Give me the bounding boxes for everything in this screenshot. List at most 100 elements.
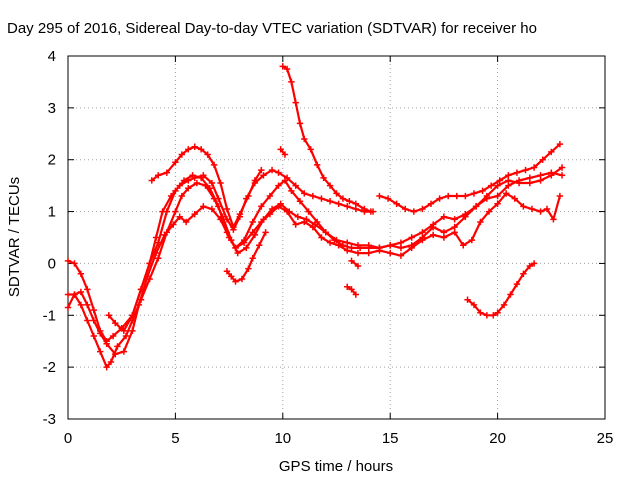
chart-title: Day 295 of 2016, Sidereal Day-to-day VTE… [7, 20, 537, 37]
series-trace [350, 259, 360, 268]
y-tick-label: 1 [48, 204, 56, 221]
data-point [393, 200, 400, 207]
data-point [275, 182, 282, 189]
data-point [335, 200, 342, 207]
data-point [427, 200, 435, 207]
data-point [356, 244, 364, 252]
data-point [283, 65, 291, 73]
data-point [208, 205, 216, 213]
data-point [238, 275, 246, 283]
data-point [283, 208, 291, 215]
data-point [444, 192, 452, 200]
data-point [279, 63, 286, 70]
data-point [210, 161, 218, 169]
data-point [64, 291, 72, 298]
series-trace [281, 65, 372, 213]
data-point [114, 343, 121, 350]
data-point [243, 244, 250, 252]
data-point [496, 177, 503, 184]
data-point [548, 148, 555, 156]
data-point [487, 182, 495, 189]
data-point [260, 172, 267, 179]
data-point [333, 190, 340, 197]
data-point [275, 169, 282, 176]
data-point [64, 304, 72, 311]
data-point [105, 312, 113, 319]
data-point [292, 221, 299, 228]
data-point [539, 156, 546, 163]
data-point [176, 182, 183, 189]
data-point [146, 260, 153, 267]
data-point [530, 164, 538, 171]
series-trace [66, 171, 564, 369]
data-point [318, 195, 325, 202]
data-point [305, 208, 312, 215]
y-tick-label: -2 [43, 359, 56, 376]
data-point [251, 177, 259, 184]
grid [68, 56, 605, 419]
data-point [410, 208, 418, 215]
data-point [301, 218, 308, 226]
data-point [137, 286, 145, 293]
data-point [77, 270, 85, 277]
data-point [172, 208, 179, 215]
data-point [258, 166, 265, 174]
data-point [217, 179, 224, 187]
data-point [348, 257, 355, 265]
data-point [335, 242, 342, 249]
data-point [352, 200, 360, 207]
data-point [477, 309, 484, 316]
data-point [419, 205, 426, 213]
data-point [537, 208, 544, 215]
x-tick-label: 10 [274, 430, 291, 447]
data-point [436, 195, 443, 202]
data-point [548, 169, 555, 176]
data-point [367, 208, 375, 215]
data-point [511, 195, 518, 202]
data-point [191, 143, 198, 150]
data-point [537, 172, 544, 179]
data-point [129, 312, 136, 319]
data-point [240, 239, 248, 246]
data-point [550, 216, 557, 223]
data-point [526, 262, 534, 270]
data-point [236, 210, 244, 218]
data-point [109, 332, 117, 340]
data-point [163, 169, 171, 176]
data-point [344, 283, 351, 290]
data-point [505, 172, 512, 179]
data-point [155, 172, 162, 179]
data-point [494, 192, 501, 200]
data-point [483, 312, 491, 319]
data-point [223, 268, 231, 275]
data-point [258, 203, 265, 210]
data-point [376, 247, 383, 254]
data-point [500, 301, 508, 309]
data-point [528, 205, 536, 213]
data-point [354, 249, 362, 257]
data-point [470, 301, 478, 309]
data-point [103, 340, 110, 348]
data-point [228, 273, 235, 280]
x-tick-label: 0 [64, 430, 72, 447]
data-point [234, 249, 241, 257]
x-tick-label: 20 [489, 430, 506, 447]
data-point [204, 151, 211, 158]
data-point [103, 363, 110, 371]
data-point [120, 348, 128, 355]
data-point [494, 200, 501, 207]
data-point [223, 216, 231, 223]
data-point [320, 174, 327, 182]
data-point [288, 187, 295, 195]
y-tick-label: -1 [43, 307, 56, 324]
data-point [159, 208, 166, 215]
data-point [326, 239, 334, 246]
data-point [84, 301, 91, 309]
data-point [77, 301, 85, 309]
data-point [112, 350, 119, 358]
data-point [490, 312, 497, 319]
data-point [397, 244, 405, 252]
x-tick-label: 25 [597, 430, 614, 447]
data-point [460, 242, 467, 249]
